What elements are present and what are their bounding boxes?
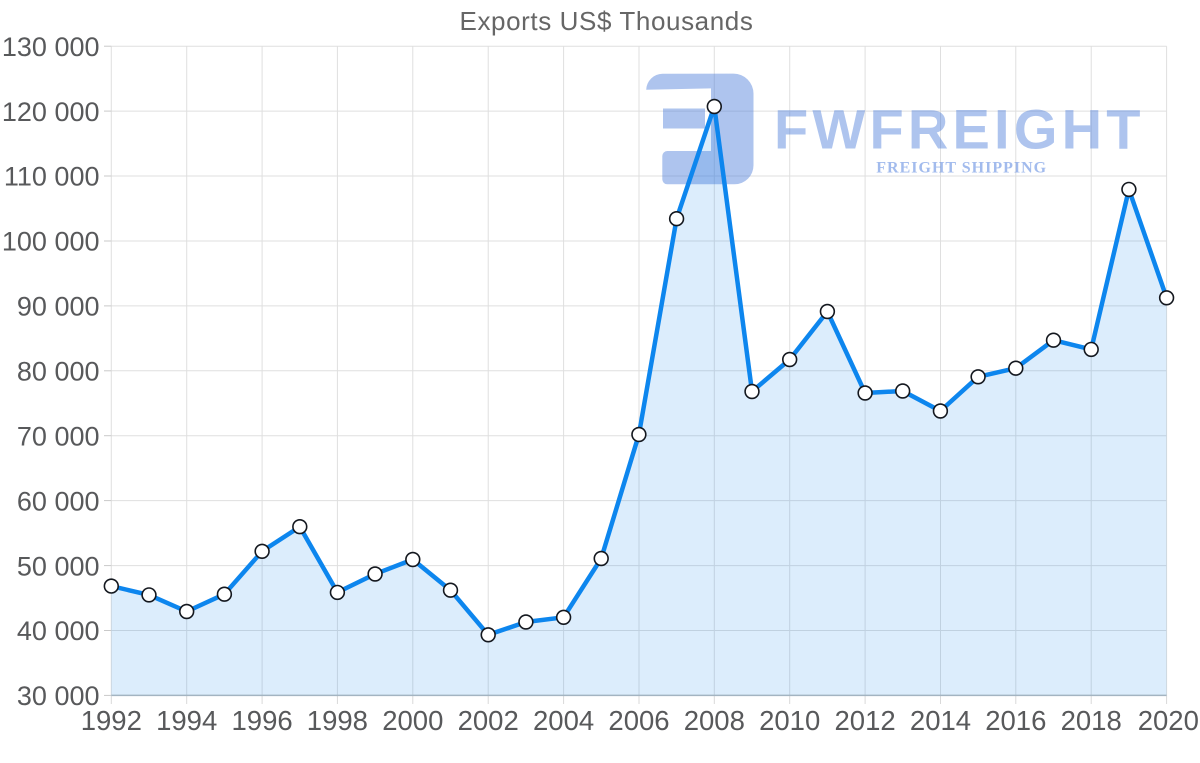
svg-text:120 000: 120 000 [2, 97, 100, 127]
svg-text:60 000: 60 000 [17, 486, 100, 516]
svg-text:1992: 1992 [81, 705, 142, 736]
svg-text:50 000: 50 000 [17, 551, 100, 581]
svg-text:2018: 2018 [1061, 705, 1122, 736]
svg-text:110 000: 110 000 [4, 162, 100, 192]
svg-text:2004: 2004 [533, 705, 594, 736]
svg-text:30 000: 30 000 [17, 681, 100, 711]
svg-text:2000: 2000 [382, 705, 443, 736]
svg-text:1996: 1996 [232, 705, 293, 736]
svg-text:80 000: 80 000 [17, 357, 100, 387]
svg-text:Exports US$ Thousands: Exports US$ Thousands [460, 6, 754, 36]
svg-text:70 000: 70 000 [17, 421, 100, 451]
svg-text:2012: 2012 [835, 705, 896, 736]
svg-text:FREIGHT SHIPPING: FREIGHT SHIPPING [876, 159, 1047, 176]
svg-text:40 000: 40 000 [17, 616, 100, 646]
svg-text:2008: 2008 [684, 705, 745, 736]
svg-text:2016: 2016 [985, 705, 1046, 736]
svg-text:2002: 2002 [458, 705, 519, 736]
svg-text:130 000: 130 000 [2, 32, 100, 62]
svg-text:2006: 2006 [608, 705, 669, 736]
svg-text:1998: 1998 [307, 705, 368, 736]
svg-text:100 000: 100 000 [2, 227, 100, 257]
svg-text:1994: 1994 [156, 705, 217, 736]
svg-text:90 000: 90 000 [17, 292, 100, 322]
svg-text:FWFREIGHT: FWFREIGHT [774, 97, 1145, 160]
svg-text:2014: 2014 [910, 705, 971, 736]
svg-text:2020: 2020 [1138, 705, 1199, 736]
svg-text:2010: 2010 [759, 705, 820, 736]
